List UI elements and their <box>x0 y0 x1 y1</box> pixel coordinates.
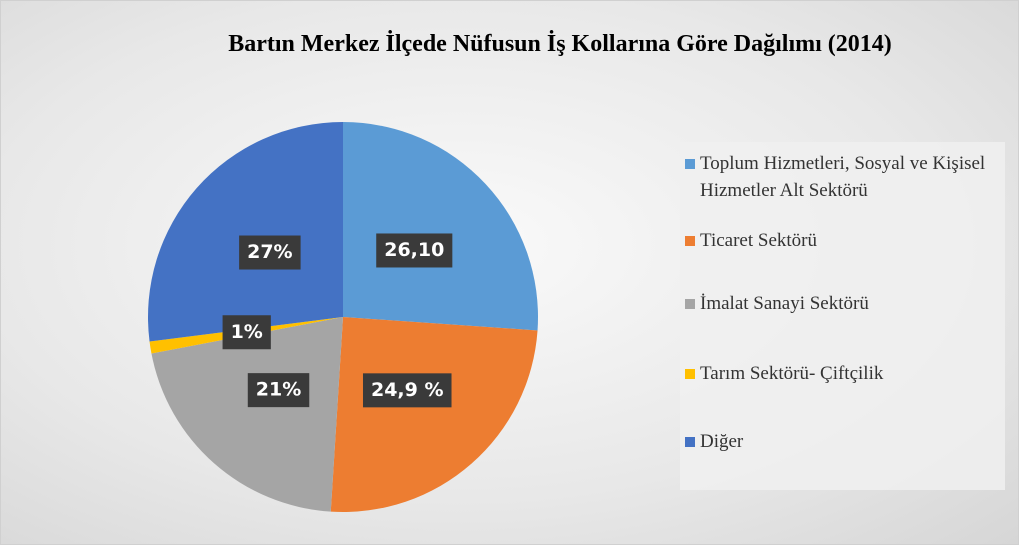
data-label-box <box>362 373 452 408</box>
legend-swatch <box>685 299 695 309</box>
chart-title: Bartın Merkez İlçede Nüfusun İş Kolların… <box>228 31 892 57</box>
data-label-box <box>222 315 271 350</box>
data-label: 24,9 % <box>371 379 444 401</box>
legend-label: Toplum Hizmetleri, Sosyal ve Kişisel Hiz… <box>700 153 986 201</box>
legend-item: Toplum Hizmetleri, Sosyal ve Kişisel Hiz… <box>685 150 1000 204</box>
legend-swatch <box>685 369 695 379</box>
legend-item: İmalat Sanayi Sektörü <box>685 290 1000 317</box>
pie-slice <box>147 122 343 342</box>
pie-slice <box>151 317 343 512</box>
pie-slice <box>330 317 538 512</box>
data-label: 27% <box>247 241 292 263</box>
legend-swatch <box>685 236 695 246</box>
legend-item: Diğer <box>685 428 1000 455</box>
data-label: 1% <box>231 321 263 343</box>
legend-label: İmalat Sanayi Sektörü <box>700 293 869 314</box>
legend-label: Diğer <box>700 431 744 452</box>
legend-label: Tarım Sektörü- Çiftçilik <box>700 363 884 384</box>
data-label-box <box>247 373 310 408</box>
data-label-box <box>239 235 301 270</box>
data-label: 21% <box>256 379 301 401</box>
data-label: 26,10 <box>384 239 444 261</box>
data-label-box <box>376 233 453 268</box>
legend-item: Ticaret Sektörü <box>685 227 1000 254</box>
legend-label: Ticaret Sektörü <box>700 230 817 251</box>
legend-swatch <box>685 159 695 169</box>
legend-swatch <box>685 437 695 447</box>
legend-item: Tarım Sektörü- Çiftçilik <box>685 360 1000 387</box>
legend: Toplum Hizmetleri, Sosyal ve Kişisel Hiz… <box>680 142 1005 490</box>
pie-slice <box>343 122 538 331</box>
